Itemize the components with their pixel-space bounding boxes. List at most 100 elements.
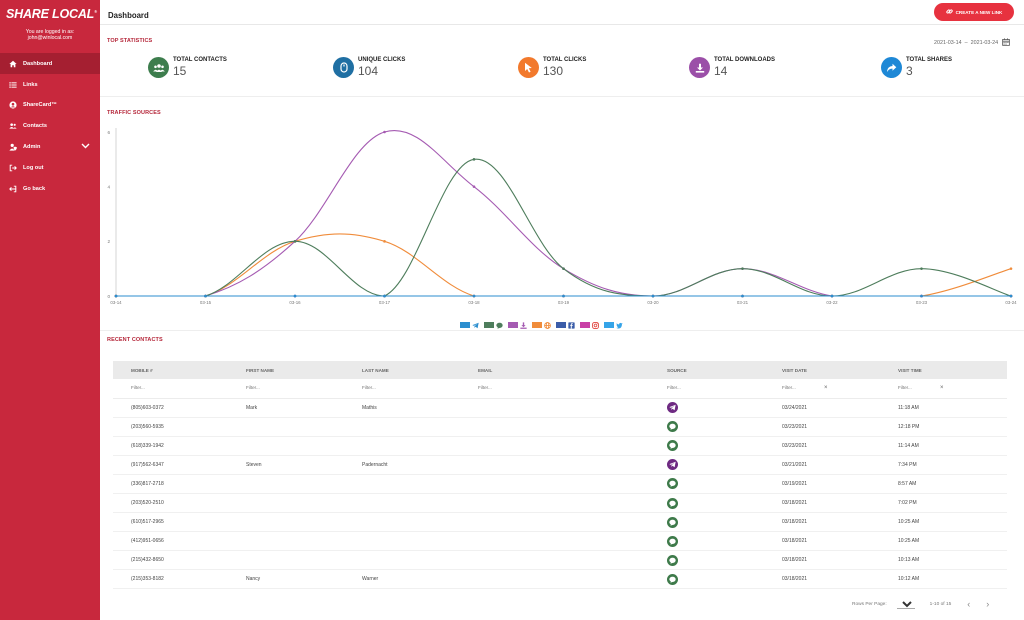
data-point[interactable] <box>741 294 744 298</box>
table-row[interactable]: (917)562-6347 Steven Padernacht 03/21/2021 7… <box>113 455 1007 475</box>
sidebar-item-logout[interactable]: Log out <box>0 157 100 178</box>
sms-icon <box>667 478 678 490</box>
legend-swatch <box>508 322 518 328</box>
y-tick-label: 4 <box>107 184 110 189</box>
recent-contacts-title: RECENT CONTACTS <box>107 337 163 343</box>
cell-time: 10:25 AM <box>898 538 920 545</box>
sidebar-item-sharecard[interactable]: ShareCard™ <box>0 95 100 116</box>
cell-email <box>460 493 649 512</box>
sidebar-item-dashboard[interactable]: Dashboard <box>0 53 100 75</box>
data-point[interactable] <box>1009 294 1013 298</box>
stat-total-shares: TOTAL SHARES 3 <box>881 57 952 78</box>
logo-mark: ® <box>94 8 97 14</box>
sidebar-item-contacts[interactable]: Contacts <box>0 116 100 137</box>
sign-out-icon <box>9 164 17 172</box>
legend-swatch <box>484 322 494 328</box>
filter-last-name-input[interactable] <box>362 385 412 391</box>
login-info: You are logged in as: john@winlocal.com <box>0 29 100 41</box>
data-point[interactable] <box>920 267 923 270</box>
column-header-last-name[interactable]: LAST NAME <box>362 367 389 373</box>
table-row[interactable]: (618)339-1942 03/23/2021 11:14 AM <box>113 436 1007 456</box>
table-row[interactable]: (412)951-0656 03/18/2021 10:25 AM <box>113 532 1007 551</box>
brand-logo[interactable]: SHARE LOCAL® <box>6 7 100 21</box>
rows-per-page-select[interactable]: 10 <box>896 599 915 609</box>
legend-item-download[interactable] <box>508 316 527 334</box>
sidebar-item-label: Links <box>23 81 38 88</box>
cell-time: 10:25 AM <box>898 519 920 526</box>
next-page-icon[interactable]: › <box>986 599 990 609</box>
table-row[interactable]: (610)517-2965 03/18/2021 10:25 AM <box>113 513 1007 532</box>
cell-date: 03/18/2021 <box>782 557 808 564</box>
legend-item-sms[interactable] <box>484 316 503 334</box>
cell-source <box>649 455 764 474</box>
filter-mobile-input[interactable] <box>131 385 181 391</box>
table-row[interactable]: (215)432-8650 03/18/2021 10:13 AM <box>113 551 1007 570</box>
cell-mobile: (203)560-5935 <box>131 423 164 430</box>
data-point[interactable] <box>651 294 655 298</box>
sms-icon <box>667 497 678 509</box>
data-point[interactable] <box>1009 267 1013 270</box>
filter-source-input[interactable] <box>667 385 717 391</box>
legend-item-instagram[interactable] <box>580 316 599 334</box>
cell-source <box>649 398 764 417</box>
sidebar-item-label: Admin <box>23 143 41 150</box>
data-point[interactable] <box>472 294 476 298</box>
cell-last: Warner <box>362 576 379 583</box>
data-point[interactable] <box>472 158 476 161</box>
filter-visit-time-input[interactable] <box>898 385 948 391</box>
list-icon <box>9 81 17 89</box>
table-row[interactable]: (203)560-5935 03/23/2021 12:18 PM <box>113 417 1007 437</box>
calendar-icon[interactable] <box>1002 38 1010 48</box>
sidebar-item-admin[interactable]: Admin <box>0 137 100 158</box>
column-header-first-name[interactable]: FIRST NAME <box>246 367 275 373</box>
cell-email <box>460 513 649 532</box>
contacts-table-body: (805)603-0372 Mark Mathis 03/24/2021 11:18 A… <box>113 398 1007 589</box>
filter-email-input[interactable] <box>478 385 528 391</box>
data-point[interactable] <box>383 130 386 134</box>
data-point[interactable] <box>383 240 386 243</box>
data-point[interactable] <box>562 267 565 270</box>
data-point[interactable] <box>741 267 744 270</box>
cell-last: Mathis <box>362 404 377 411</box>
clear-filter-icon[interactable]: × <box>940 385 944 391</box>
legend-item-facebook[interactable] <box>556 316 575 334</box>
data-point[interactable] <box>383 294 386 298</box>
table-row[interactable]: (805)603-0372 Mark Mathis 03/24/2021 11:18 A… <box>113 398 1007 418</box>
sidebar-item-links[interactable]: Links <box>0 74 100 95</box>
data-point[interactable] <box>293 240 297 243</box>
data-point[interactable] <box>472 185 476 188</box>
series-line-sms[interactable] <box>115 158 1012 297</box>
data-point[interactable] <box>114 294 118 298</box>
share-icon <box>881 57 902 78</box>
table-row[interactable]: (336)817-2718 03/19/2021 8:57 AM <box>113 474 1007 494</box>
chevron-down-icon[interactable] <box>81 143 90 151</box>
column-header-source[interactable]: SOURCE <box>667 367 687 373</box>
column-header-email[interactable]: EMAIL <box>478 367 493 373</box>
stat-unique-clicks: UNIQUE CLICKS 104 <box>333 57 405 78</box>
previous-page-icon[interactable]: ‹ <box>967 599 971 609</box>
data-point[interactable] <box>830 294 834 298</box>
create-new-link-button[interactable]: CREATE A NEW LINK <box>934 3 1014 21</box>
date-range-picker[interactable]: 2021-03-14 – 2021-03-24 <box>934 38 1010 48</box>
column-header-visit-date[interactable]: VISIT DATE <box>782 367 807 373</box>
data-point[interactable] <box>204 294 207 298</box>
data-point[interactable] <box>293 294 297 298</box>
data-point[interactable] <box>920 294 923 298</box>
legend-item-web[interactable] <box>532 316 551 334</box>
data-point[interactable] <box>562 294 565 298</box>
x-tick-label: 03-24 <box>1005 300 1017 305</box>
cell-time: 8:57 AM <box>898 480 917 487</box>
series-line-download[interactable] <box>115 129 1011 297</box>
filter-visit-date-input[interactable] <box>782 385 832 391</box>
column-header-mobile[interactable]: MOBILE # <box>131 367 153 373</box>
column-header-visit-time[interactable]: VISIT TIME <box>898 367 922 373</box>
table-row[interactable]: (215)353-8182 Nancy Warner 03/18/2021 10:12 … <box>113 570 1007 589</box>
cell-email <box>460 551 649 570</box>
sidebar-item-go-back[interactable]: Go back <box>0 178 100 199</box>
filter-first-name-input[interactable] <box>246 385 296 391</box>
clear-filter-icon[interactable]: × <box>824 385 828 391</box>
legend-swatch <box>556 322 566 328</box>
legend-item-twitter[interactable] <box>604 316 623 334</box>
legend-item-telegram[interactable] <box>460 316 479 334</box>
table-row[interactable]: (203)520-2510 03/18/2021 7:02 PM <box>113 493 1007 513</box>
